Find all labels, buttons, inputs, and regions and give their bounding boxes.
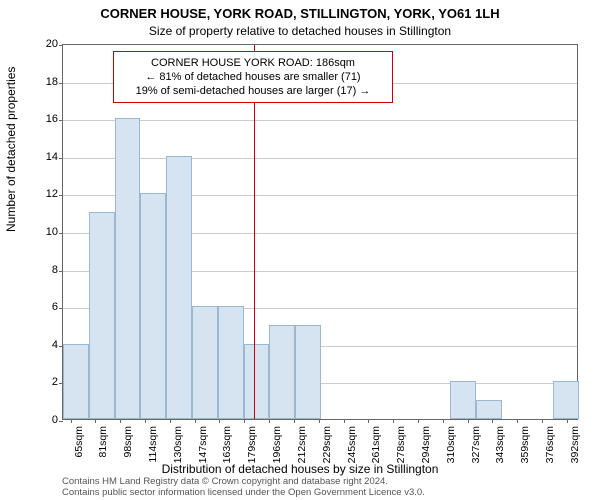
xtick-mark [170, 419, 171, 423]
histogram-bar [476, 400, 502, 419]
footer-attribution: Contains HM Land Registry data © Crown c… [62, 476, 425, 498]
xtick-mark [71, 419, 72, 423]
xtick-mark [344, 419, 345, 423]
xtick-mark [368, 419, 369, 423]
xtick-label: 147sqm [197, 426, 209, 471]
xtick-mark [294, 419, 295, 423]
xtick-label: 294sqm [420, 426, 432, 471]
xtick-label: 196sqm [271, 426, 283, 471]
xtick-label: 130sqm [172, 426, 184, 471]
xtick-mark [492, 419, 493, 423]
ytick-mark [59, 271, 63, 272]
ytick-label: 12 [28, 189, 58, 200]
histogram-bar [244, 344, 270, 419]
xtick-mark [120, 419, 121, 423]
xtick-label: 229sqm [321, 426, 333, 471]
xtick-mark [195, 419, 196, 423]
xtick-label: 212sqm [296, 426, 308, 471]
histogram-bar [269, 325, 295, 419]
annotation-line-2: ← 81% of detached houses are smaller (71… [120, 70, 386, 84]
ytick-label: 4 [28, 340, 58, 351]
histogram-bar [295, 325, 321, 419]
footer-line-2: Contains public sector information licen… [62, 487, 425, 498]
xtick-label: 245sqm [346, 426, 358, 471]
chart-title: CORNER HOUSE, YORK ROAD, STILLINGTON, YO… [0, 6, 600, 21]
ytick-mark [59, 308, 63, 309]
xtick-label: 179sqm [246, 426, 258, 471]
annotation-line-1: CORNER HOUSE YORK ROAD: 186sqm [120, 56, 386, 70]
histogram-bar [450, 381, 476, 419]
histogram-bar [166, 156, 192, 419]
xtick-label: 114sqm [147, 426, 159, 471]
xtick-mark [542, 419, 543, 423]
annotation-line-3: 19% of semi-detached houses are larger (… [120, 84, 386, 98]
xtick-label: 163sqm [221, 426, 233, 471]
ytick-label: 2 [28, 377, 58, 388]
histogram-bar [115, 118, 141, 419]
xtick-mark [468, 419, 469, 423]
histogram-bar [63, 344, 89, 419]
xtick-mark [244, 419, 245, 423]
xtick-mark [567, 419, 568, 423]
annotation-box: CORNER HOUSE YORK ROAD: 186sqm ← 81% of … [113, 51, 393, 103]
ytick-mark [59, 195, 63, 196]
ytick-label: 16 [28, 114, 58, 125]
ytick-label: 0 [28, 415, 58, 426]
xtick-label: 98sqm [122, 426, 134, 471]
ytick-label: 10 [28, 227, 58, 238]
plot-area: CORNER HOUSE YORK ROAD: 186sqm ← 81% of … [62, 44, 578, 420]
ytick-label: 18 [28, 77, 58, 88]
footer-line-1: Contains HM Land Registry data © Crown c… [62, 476, 425, 487]
xtick-label: 65sqm [73, 426, 85, 471]
ytick-mark [59, 120, 63, 121]
xtick-label: 392sqm [569, 426, 581, 471]
xtick-mark [145, 419, 146, 423]
xtick-label: 310sqm [445, 426, 457, 471]
xtick-label: 327sqm [470, 426, 482, 471]
histogram-bar [140, 193, 166, 419]
xtick-mark [393, 419, 394, 423]
ytick-mark [59, 83, 63, 84]
histogram-bar [553, 381, 579, 419]
ytick-label: 6 [28, 302, 58, 313]
ytick-label: 14 [28, 152, 58, 163]
xtick-mark [269, 419, 270, 423]
y-axis-label: Number of detached properties [4, 67, 18, 232]
xtick-label: 261sqm [370, 426, 382, 471]
histogram-bar [218, 306, 244, 419]
xtick-label: 278sqm [395, 426, 407, 471]
ytick-label: 8 [28, 265, 58, 276]
ytick-mark [59, 45, 63, 46]
histogram-bar [89, 212, 115, 419]
chart-subtitle: Size of property relative to detached ho… [0, 24, 600, 38]
ytick-label: 20 [28, 39, 58, 50]
xtick-mark [443, 419, 444, 423]
ytick-mark [59, 233, 63, 234]
xtick-mark [517, 419, 518, 423]
xtick-label: 376sqm [544, 426, 556, 471]
xtick-mark [95, 419, 96, 423]
xtick-mark [219, 419, 220, 423]
histogram-bar [192, 306, 218, 419]
xtick-label: 359sqm [519, 426, 531, 471]
ytick-mark [59, 421, 63, 422]
xtick-mark [319, 419, 320, 423]
xtick-label: 81sqm [97, 426, 109, 471]
ytick-mark [59, 158, 63, 159]
xtick-mark [418, 419, 419, 423]
xtick-label: 343sqm [494, 426, 506, 471]
